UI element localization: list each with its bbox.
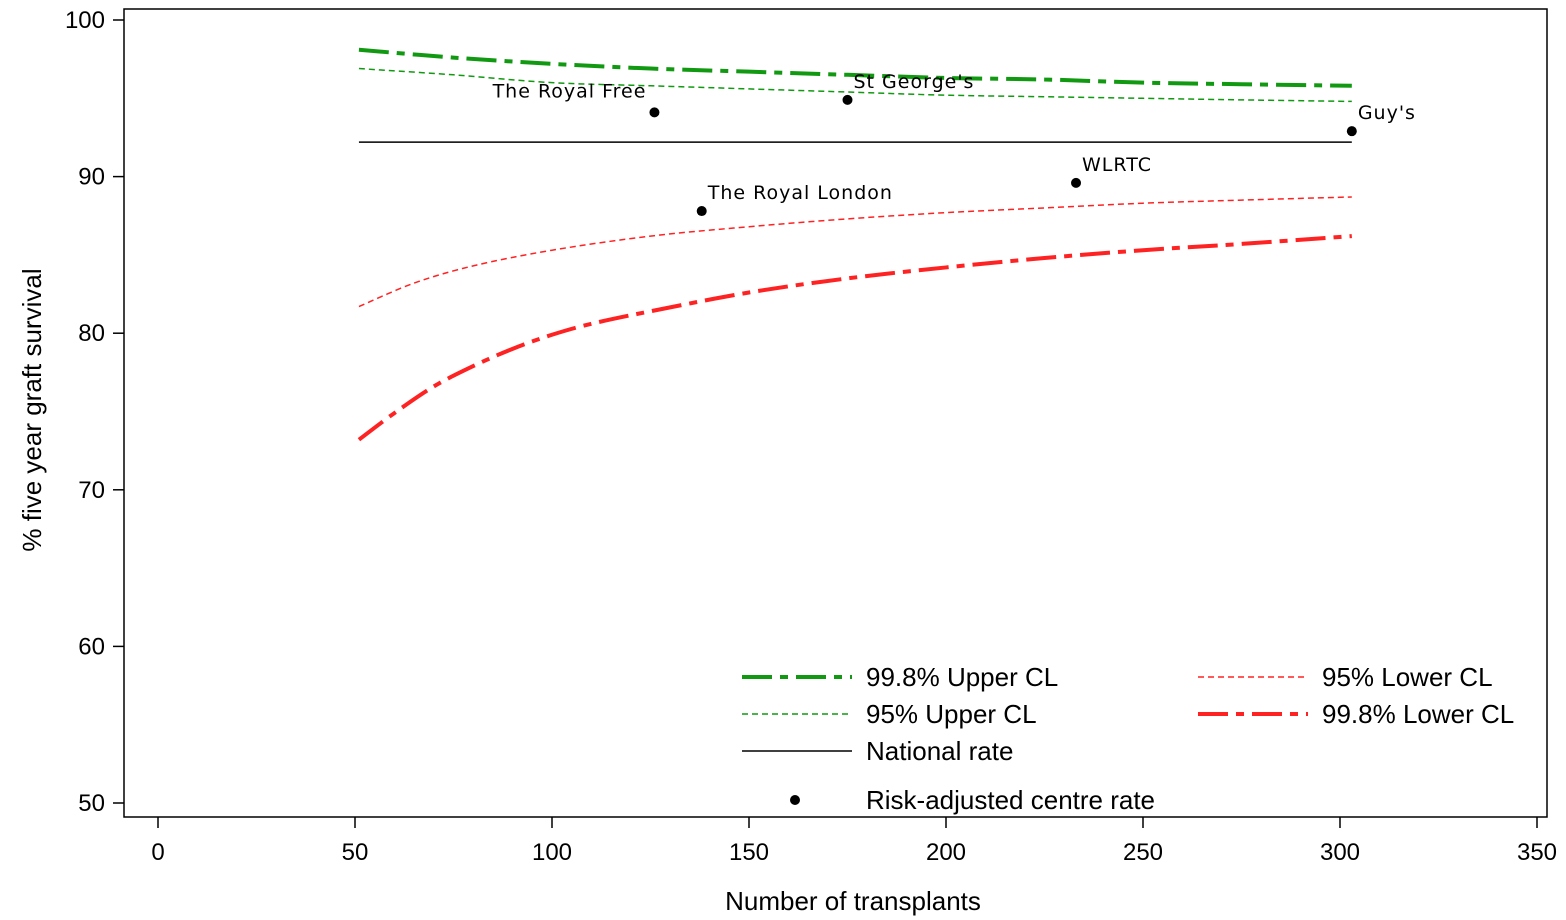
y-axis-title: % five year graft survival	[17, 268, 47, 551]
x-axis-title: Number of transplants	[725, 886, 981, 916]
legend-label: National rate	[866, 736, 1013, 766]
x-tick-label: 300	[1320, 839, 1360, 866]
legend-label: 99.8% Upper CL	[866, 662, 1058, 692]
y-tick-label: 60	[78, 633, 105, 660]
x-tick-label: 100	[532, 839, 572, 866]
centre-point	[842, 94, 853, 105]
series-layer	[357, 47, 1352, 442]
point-label: Guy's	[1358, 102, 1416, 124]
series-line-lower998	[357, 234, 1352, 442]
y-tick-label: 80	[78, 320, 105, 347]
x-tick-label: 50	[342, 839, 369, 866]
x-tick-label: 0	[151, 839, 164, 866]
points-layer: The Royal Free St George's Guy's The Royal …	[492, 71, 1416, 217]
point-label: WLRTC	[1082, 154, 1152, 176]
plot-frame	[123, 8, 1548, 818]
x-tick-label: 250	[1123, 839, 1163, 866]
x-tick-label: 200	[926, 839, 966, 866]
centre-point	[649, 107, 660, 118]
x-tick-label: 350	[1517, 839, 1557, 866]
legend-label: Risk-adjusted centre rate	[866, 785, 1155, 815]
legend-label: 95% Lower CL	[1322, 662, 1493, 692]
series-line-lower95	[358, 196, 1352, 308]
series-line-upper95	[358, 67, 1352, 103]
point-label: The Royal Free	[492, 80, 647, 102]
legend-marker-points	[790, 795, 800, 805]
centre-point	[696, 206, 707, 217]
legend-label: 99.8% Lower CL	[1322, 699, 1514, 729]
x-tick-label: 150	[729, 839, 769, 866]
legend-label: 95% Upper CL	[866, 699, 1037, 729]
centre-point	[1071, 177, 1082, 188]
point-label: The Royal London	[707, 182, 893, 204]
y-tick-label: 70	[78, 477, 105, 504]
axes: 0 50 100 150 200 250 300 350 50 60 70 80 90 100	[65, 7, 1557, 866]
legend: 99.8% Upper CL 95% Upper CL National rate R…	[742, 662, 1514, 815]
centre-point	[1346, 126, 1357, 137]
y-tick-label: 50	[78, 790, 105, 817]
y-tick-label: 100	[65, 7, 105, 34]
y-tick-label: 90	[78, 164, 105, 191]
point-label: St George's	[854, 71, 975, 93]
series-line-upper998	[358, 47, 1352, 88]
